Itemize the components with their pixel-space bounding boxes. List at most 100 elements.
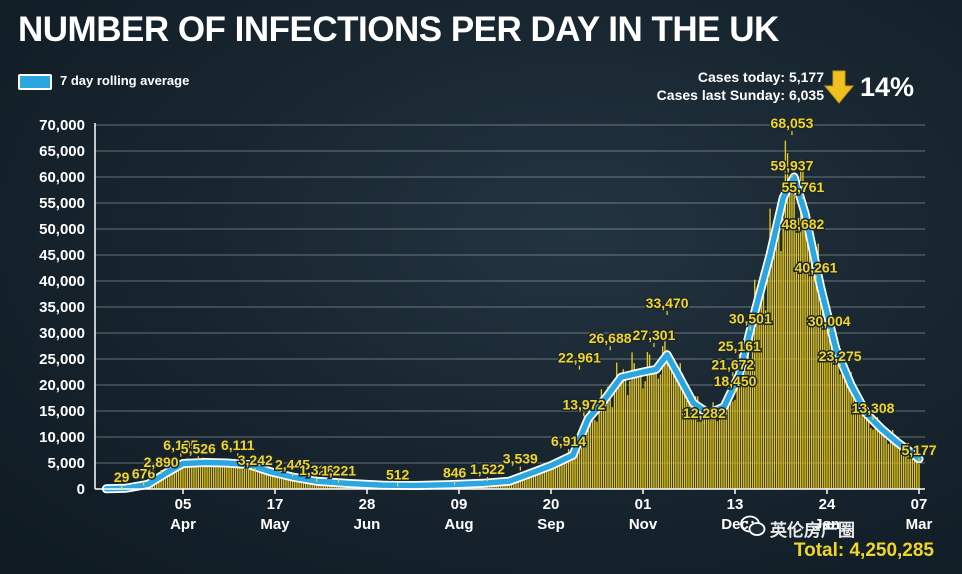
- daily-bar: [806, 234, 808, 489]
- x-tick-labels: 05Apr17May28Jun09Aug20Sep01Nov13Dec24Jan…: [170, 496, 932, 533]
- daily-bar: [800, 159, 802, 489]
- y-tick-label: 20,000: [39, 377, 85, 394]
- daily-bar: [519, 478, 522, 489]
- daily-bar: [681, 373, 684, 489]
- daily-bar: [635, 376, 638, 489]
- daily-bar: [740, 365, 743, 489]
- daily-bar: [528, 473, 530, 489]
- daily-bar: [241, 465, 243, 489]
- daily-bar: [206, 463, 208, 489]
- daily-bar: [718, 417, 721, 489]
- daily-bar: [526, 472, 528, 489]
- axes: [94, 123, 925, 494]
- daily-bar: [589, 410, 592, 489]
- daily-bar: [291, 476, 294, 489]
- daily-bar: [749, 358, 752, 489]
- data-label: 55,761: [781, 179, 824, 195]
- daily-bar: [624, 380, 627, 489]
- daily-bar: [611, 407, 614, 489]
- daily-bar: [289, 478, 292, 489]
- cases-last-sunday: Cases last Sunday: 6,035: [657, 86, 824, 104]
- y-tick-label: 30,000: [39, 325, 85, 342]
- daily-bar: [662, 346, 664, 489]
- cases-today: Cases today: 5,177: [657, 68, 824, 86]
- daily-bar: [602, 399, 605, 489]
- daily-bar: [193, 461, 195, 489]
- x-tick-month: Mar: [906, 516, 933, 533]
- daily-bar: [541, 466, 543, 489]
- daily-bar: [576, 442, 578, 489]
- daily-bar: [703, 416, 706, 489]
- daily-bar: [177, 463, 180, 489]
- daily-bar: [732, 401, 734, 489]
- daily-bar: [771, 227, 773, 489]
- data-label: 59,937: [771, 157, 814, 173]
- data-label: 29: [114, 469, 130, 485]
- daily-bar: [644, 381, 646, 489]
- x-tick-month: Jan: [814, 516, 840, 533]
- x-tick-day: 01: [635, 496, 652, 513]
- daily-bar: [723, 399, 725, 489]
- daily-bar: [629, 380, 631, 489]
- daily-bar: [686, 400, 688, 489]
- daily-bar: [784, 140, 787, 489]
- daily-bar: [550, 467, 552, 489]
- daily-bar: [907, 442, 909, 489]
- daily-bar: [898, 439, 900, 489]
- daily-bar: [195, 463, 197, 489]
- daily-bar: [902, 454, 905, 489]
- data-label: 2,890: [144, 454, 179, 470]
- daily-bar: [521, 477, 524, 489]
- daily-bar: [219, 459, 221, 489]
- daily-bar: [874, 419, 876, 489]
- daily-bar: [826, 323, 828, 489]
- daily-bar: [913, 453, 916, 489]
- data-label: 5,177: [901, 442, 936, 458]
- change-percent: 14%: [860, 72, 915, 102]
- daily-bar: [837, 358, 839, 489]
- daily-bar: [861, 399, 863, 489]
- daily-bar: [234, 459, 237, 489]
- data-label: 6,111: [221, 437, 255, 453]
- daily-bar: [797, 217, 800, 489]
- daily-bar: [795, 219, 798, 490]
- daily-bar: [881, 425, 883, 489]
- daily-bar: [651, 370, 653, 489]
- daily-bar: [204, 459, 206, 489]
- daily-bar: [721, 404, 723, 489]
- daily-bar: [712, 402, 714, 489]
- daily-bar: [237, 462, 239, 489]
- daily-bar: [701, 419, 703, 489]
- daily-bar: [727, 389, 730, 489]
- y-tick-label: 50,000: [39, 221, 85, 238]
- daily-bar: [567, 456, 570, 489]
- daily-bar: [843, 368, 846, 489]
- daily-bar: [199, 464, 202, 489]
- wechat-icon: [740, 515, 766, 536]
- y-tick-label: 70,000: [39, 117, 85, 134]
- daily-bar: [600, 389, 603, 489]
- rolling-average-line: [103, 174, 922, 492]
- daily-bar: [580, 441, 583, 489]
- daily-bar: [515, 479, 517, 489]
- data-label: 846: [443, 465, 467, 481]
- daily-bar: [675, 378, 677, 489]
- daily-bar: [786, 153, 789, 489]
- data-label: 25,161: [718, 338, 761, 354]
- daily-bar: [616, 362, 618, 489]
- x-tick-month: Aug: [444, 516, 473, 533]
- daily-bar: [517, 478, 519, 489]
- daily-bar: [892, 429, 894, 489]
- x-tick-month: Apr: [170, 516, 196, 533]
- daily-bar: [677, 367, 679, 489]
- daily-bar: [697, 396, 699, 489]
- daily-bar: [208, 462, 210, 489]
- daily-bar: [841, 372, 844, 489]
- data-label: 33,470: [646, 295, 689, 311]
- daily-bar: [280, 473, 283, 489]
- daily-bar: [789, 190, 791, 489]
- daily-bar: [896, 441, 898, 489]
- total-cases: Total: 4,250,285: [793, 540, 934, 561]
- daily-bar: [574, 445, 576, 489]
- daily-bar: [631, 352, 633, 489]
